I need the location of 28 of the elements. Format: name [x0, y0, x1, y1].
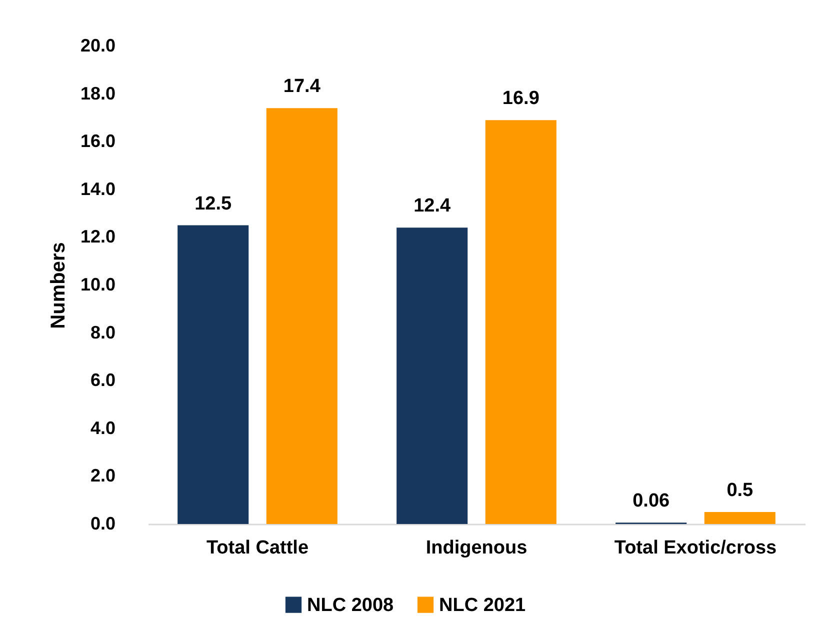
y-tick-label: 20.0	[80, 36, 116, 56]
bar	[704, 512, 776, 524]
y-tick-label: 18.0	[80, 83, 116, 104]
bar	[266, 108, 338, 524]
x-tick-label: Total Exotic/cross	[614, 538, 777, 558]
data-label: 0.5	[726, 480, 754, 502]
y-tick-label: 10.0	[80, 274, 116, 294]
y-tick-label: 6.0	[90, 370, 116, 390]
y-tick-label: 12.0	[80, 226, 116, 247]
data-label: 16.9	[502, 88, 540, 110]
data-label: 0.06	[632, 490, 670, 512]
x-tick-label: Total Cattle	[206, 538, 309, 558]
bar	[178, 225, 249, 524]
data-label: 17.4	[283, 76, 321, 98]
legend-label: NLC 2008	[307, 594, 394, 616]
data-label: 12.5	[194, 193, 232, 214]
y-tick-label: 14.0	[80, 178, 116, 199]
y-tick-label: 2.0	[90, 466, 116, 486]
y-axis-title: Numbers	[47, 242, 70, 329]
y-tick-label: 4.0	[90, 418, 116, 438]
y-tick-label: 8.0	[90, 322, 116, 342]
legend-label: NLC 2021	[439, 594, 526, 616]
y-tick-label: 0.0	[90, 514, 116, 534]
data-label: 12.4	[414, 196, 452, 217]
y-tick-label: 16.0	[80, 131, 116, 152]
x-tick-label: Indigenous	[426, 538, 528, 558]
bar	[485, 120, 556, 524]
bar	[396, 228, 468, 524]
